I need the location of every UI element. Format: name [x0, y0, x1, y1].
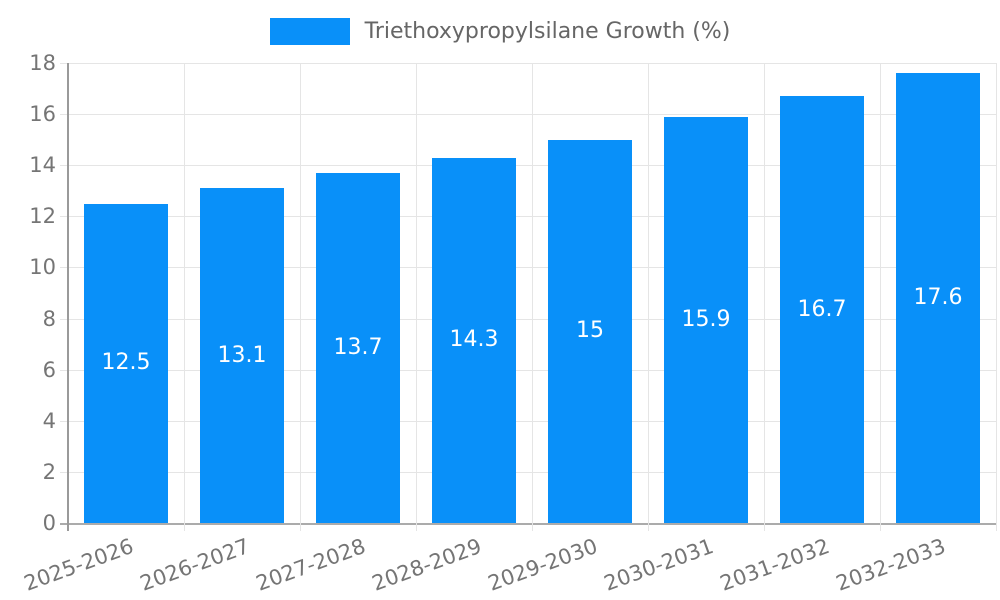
x-axis-tick-label: 2032-2033: [832, 534, 949, 596]
y-axis-tick-label: 18: [29, 51, 56, 75]
bar-value-label: 16.7: [797, 296, 847, 322]
plot-area: 12.5 13.1 13.7 14.3 15 15.9 16.7 17.6: [60, 63, 997, 531]
x-gridline: [880, 63, 881, 531]
bar[interactable]: 12.5: [84, 203, 168, 523]
x-gridline: [416, 63, 417, 531]
legend[interactable]: Triethoxypropylsilane Growth (%): [0, 14, 1000, 48]
y-axis-tick-label: 2: [42, 459, 56, 484]
y-gridline: [60, 471, 996, 473]
x-axis-tick-label: 2025-2026: [20, 534, 137, 596]
y-axis-tick-label: 8: [42, 306, 56, 331]
y-axis-tick-label: 4: [42, 408, 56, 433]
y-gridline: [60, 369, 996, 371]
x-gridline: [184, 63, 185, 531]
y-gridline: [60, 420, 996, 422]
y-axis-line: [67, 63, 69, 531]
y-axis-tick-label: 14: [29, 153, 56, 178]
bar-value-label: 13.7: [333, 334, 383, 360]
y-axis-tick-label: 10: [29, 255, 56, 280]
x-gridline: [532, 63, 533, 531]
bar[interactable]: 13.1: [200, 188, 284, 523]
bar[interactable]: 15: [548, 139, 632, 523]
y-gridline: [60, 318, 996, 320]
x-axis-tick-label: 2029-2030: [484, 534, 601, 596]
bar[interactable]: 17.6: [896, 73, 980, 523]
bar[interactable]: 16.7: [780, 96, 864, 523]
x-gridline: [300, 63, 301, 531]
y-axis-tick-label: 12: [29, 204, 56, 229]
x-axis-tick-label: 2030-2031: [600, 534, 717, 596]
x-axis-line: [60, 523, 996, 525]
y-gridline: [60, 216, 996, 218]
bar[interactable]: 15.9: [664, 116, 748, 523]
y-gridline: [60, 114, 996, 116]
bar[interactable]: 13.7: [316, 172, 400, 523]
y-axis-tick-label: 0: [42, 511, 56, 535]
x-axis-tick-label: 2027-2028: [252, 534, 369, 596]
x-axis-tick-label: 2028-2029: [368, 534, 485, 596]
bar-value-label: 14.3: [449, 327, 499, 353]
bar-value-label: 12.5: [101, 350, 151, 376]
y-axis-tick-label: 6: [42, 357, 56, 382]
x-gridline: [996, 63, 997, 531]
bar-value-label: 13.1: [217, 342, 267, 368]
legend-label: Triethoxypropylsilane Growth (%): [364, 18, 731, 44]
x-gridline: [764, 63, 765, 531]
bar-value-label: 15: [576, 318, 604, 344]
y-gridline: [60, 267, 996, 269]
y-gridline: [60, 165, 996, 167]
bar[interactable]: 14.3: [432, 157, 516, 523]
y-axis-tick-label: 16: [29, 102, 56, 127]
x-axis-tick-label: 2031-2032: [716, 534, 833, 596]
y-gridline: [60, 63, 996, 64]
x-axis-tick-label: 2026-2027: [136, 534, 253, 596]
legend-swatch: [269, 17, 350, 45]
x-gridline: [648, 63, 649, 531]
bar-value-label: 15.9: [681, 306, 731, 332]
bar-value-label: 17.6: [913, 285, 963, 311]
